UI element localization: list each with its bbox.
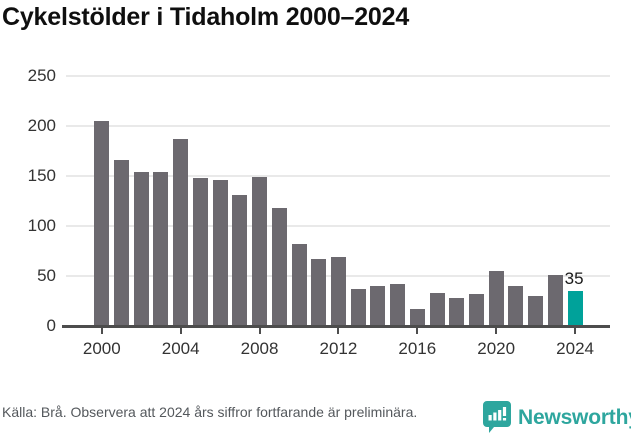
bar-2002 <box>133 172 149 325</box>
bar-2022 <box>528 296 544 325</box>
x-tick-2012 <box>337 328 340 334</box>
x-tick-2004 <box>179 328 182 334</box>
x-tick-2024 <box>574 328 577 334</box>
newsworthy-logo: Newsworthy <box>483 401 631 433</box>
x-tick-2016 <box>416 328 419 334</box>
bar-2003 <box>153 172 169 325</box>
gridline-150 <box>66 175 610 177</box>
gridline-250 <box>66 75 610 77</box>
bar-2023 <box>547 275 563 325</box>
x-tick-label-2000: 2000 <box>82 339 121 358</box>
bar-2019 <box>468 294 484 325</box>
y-tick-label-250: 250 <box>27 66 56 85</box>
y-tick-label-0: 0 <box>46 316 56 335</box>
bar-2020 <box>488 271 504 325</box>
x-tick-2008 <box>258 328 261 334</box>
bar-2012 <box>330 257 346 325</box>
bar-2016 <box>409 309 425 325</box>
x-tick-2020 <box>495 328 498 334</box>
x-axis <box>62 325 610 328</box>
bar-2024 <box>567 291 583 325</box>
y-tick-label-50: 50 <box>37 266 56 285</box>
source-note: Källa: Brå. Observera att 2024 års siffr… <box>2 404 418 420</box>
x-tick-label-2020: 2020 <box>477 339 516 358</box>
y-tick-label-100: 100 <box>27 216 56 235</box>
bar-2010 <box>291 244 307 325</box>
y-tick-label-150: 150 <box>27 166 56 185</box>
bar-2018 <box>449 298 465 325</box>
bar-2006 <box>212 180 228 325</box>
bar-2005 <box>192 178 208 325</box>
bar-2009 <box>271 208 287 325</box>
bar-2011 <box>311 259 327 325</box>
newsworthy-logo-text: Newsworthy <box>518 405 631 429</box>
x-tick-label-2004: 2004 <box>161 339 200 358</box>
newsworthy-logo-icon <box>483 401 511 433</box>
chart-title: Cykelstölder i Tidaholm 2000–2024 <box>2 3 410 31</box>
x-tick-label-2012: 2012 <box>319 339 358 358</box>
x-tick-label-2024: 2024 <box>556 339 594 358</box>
bar-2013 <box>350 289 366 325</box>
highlight-value-label: 35 <box>564 269 584 288</box>
bar-2021 <box>508 286 524 325</box>
bar-2004 <box>173 139 189 325</box>
x-tick-label-2008: 2008 <box>240 339 279 358</box>
gridline-100 <box>66 225 610 227</box>
gridline-200 <box>66 125 610 127</box>
bar-2007 <box>232 195 248 325</box>
bar-2014 <box>370 286 386 325</box>
y-tick-label-200: 200 <box>27 116 56 135</box>
x-tick-2000 <box>100 328 103 334</box>
x-tick-label-2016: 2016 <box>398 339 437 358</box>
bar-2000 <box>94 121 110 325</box>
bar-2015 <box>390 284 406 325</box>
bar-2001 <box>114 160 130 325</box>
bar-2017 <box>429 293 445 325</box>
bar-2008 <box>252 177 268 325</box>
